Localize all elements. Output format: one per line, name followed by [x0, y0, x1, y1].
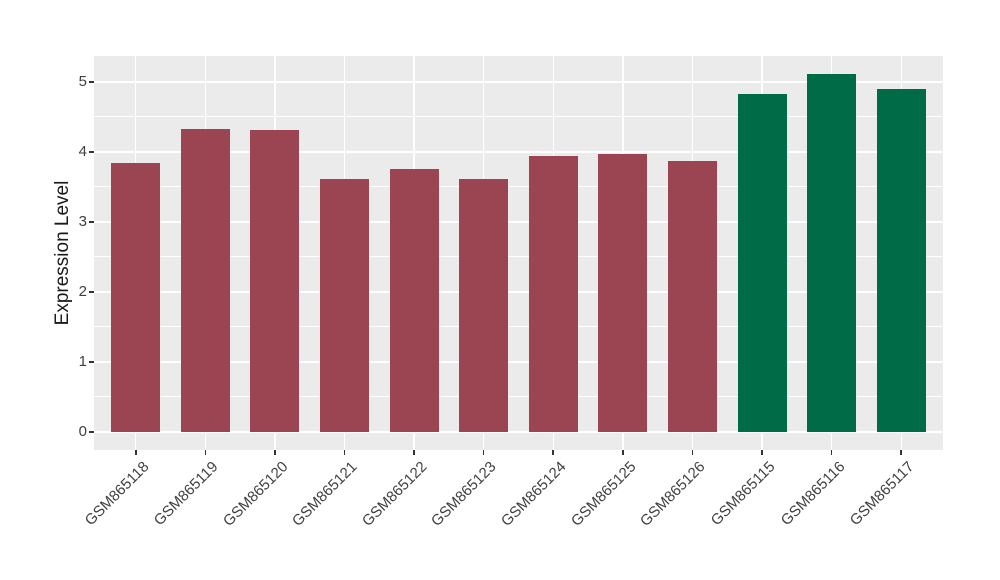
- bar-GSM865122: [389, 169, 439, 432]
- y-axis-tick-mark: [89, 291, 94, 293]
- x-tick-label: GSM865116: [777, 458, 848, 530]
- y-axis-tick-mark: [89, 431, 94, 433]
- x-axis-tick-mark: [900, 450, 903, 455]
- y-tick-label: 3: [78, 213, 87, 231]
- gridline-major: [94, 360, 943, 363]
- bar-GSM865118: [111, 163, 161, 432]
- gridline-minor: [94, 116, 943, 118]
- gridline-minor: [94, 326, 943, 328]
- x-tick-label: GSM865115: [707, 458, 779, 530]
- gridline-major: [94, 430, 943, 433]
- x-axis-tick-mark: [134, 450, 137, 455]
- y-axis-tick-mark: [89, 361, 94, 363]
- gridline-minor: [94, 186, 943, 188]
- gridline-major: [94, 80, 943, 83]
- x-axis-tick-mark: [274, 450, 276, 455]
- x-axis-tick-mark: [830, 450, 833, 455]
- bar-GSM865117: [876, 88, 926, 432]
- y-axis-tick-mark: [89, 221, 94, 223]
- x-axis-tick-mark: [204, 450, 207, 455]
- x-axis-tick-mark: [552, 450, 555, 455]
- y-axis-title: Expression Level: [52, 180, 73, 326]
- bar-GSM865123: [459, 179, 509, 432]
- y-tick-label: 4: [78, 143, 87, 161]
- bar-GSM865124: [528, 156, 578, 432]
- bar-GSM865119: [180, 129, 230, 432]
- bar-GSM865115: [737, 94, 787, 432]
- gridline-major: [94, 290, 943, 293]
- x-axis-tick-mark: [761, 450, 763, 455]
- x-axis-tick-mark: [482, 450, 485, 455]
- x-tick-label: GSM865117: [846, 458, 918, 530]
- x-tick-label: GSM865125: [567, 458, 640, 530]
- x-axis-tick-mark: [343, 450, 346, 455]
- y-tick-label: 2: [78, 283, 87, 301]
- x-tick-label: GSM865120: [219, 458, 292, 530]
- x-tick-label: GSM865121: [289, 458, 361, 530]
- y-tick-label: 0: [78, 423, 87, 441]
- bar-GSM865120: [250, 130, 300, 432]
- x-tick-label: GSM865126: [637, 458, 709, 530]
- y-axis-tick-mark: [89, 81, 94, 83]
- bar-GSM865116: [807, 74, 857, 432]
- x-tick-label: GSM865118: [81, 458, 153, 530]
- bar-GSM865126: [667, 160, 717, 432]
- y-tick-label: 5: [78, 73, 87, 91]
- y-tick-label: 1: [78, 353, 87, 371]
- gridline-major: [94, 150, 943, 153]
- gridline-major: [94, 220, 943, 223]
- y-axis-tick-mark: [89, 151, 94, 153]
- gridline-minor: [94, 256, 943, 258]
- bar-GSM865121: [320, 179, 370, 432]
- x-axis-tick-mark: [691, 450, 694, 455]
- x-axis-tick-mark: [413, 450, 415, 455]
- x-tick-label: GSM865124: [498, 458, 570, 530]
- bar-GSM865125: [598, 153, 648, 432]
- plot-panel: [94, 56, 943, 450]
- x-axis-tick-mark: [622, 450, 624, 455]
- x-tick-label: GSM865123: [428, 458, 501, 530]
- gridline-minor: [94, 396, 943, 398]
- x-tick-label: GSM865122: [358, 458, 431, 530]
- x-tick-label: GSM865119: [150, 458, 222, 530]
